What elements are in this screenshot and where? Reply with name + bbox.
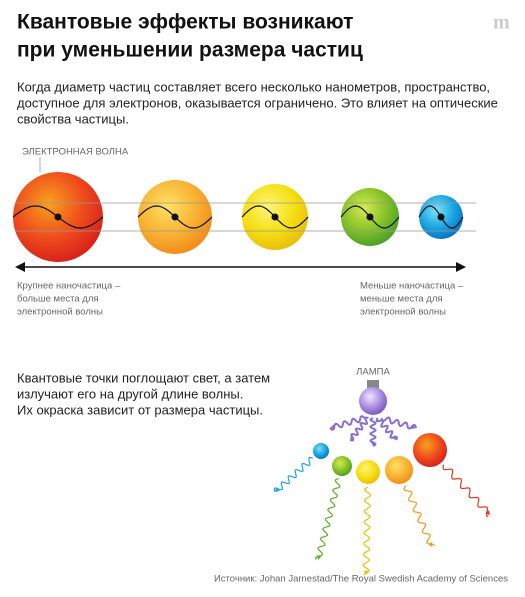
arrow-head bbox=[370, 441, 376, 446]
title-line: при уменьшении размера частиц bbox=[17, 39, 363, 62]
light-wave bbox=[349, 416, 369, 442]
lamp-bulb bbox=[359, 387, 387, 415]
quantum-dot bbox=[413, 433, 447, 467]
bottom-text: Их окраска зависит от размера частицы. bbox=[17, 402, 263, 417]
center-dot bbox=[54, 213, 62, 221]
lamp-base bbox=[367, 380, 379, 388]
emitted-wave bbox=[403, 485, 436, 547]
emitted-wave bbox=[314, 478, 341, 560]
right-label: Меньше наночастица – bbox=[360, 281, 464, 292]
quantum-dot bbox=[385, 456, 413, 484]
arrow-head bbox=[428, 542, 433, 547]
right-label: электронной волны bbox=[360, 307, 446, 318]
light-wave bbox=[369, 417, 377, 447]
quantum-dot bbox=[313, 443, 329, 459]
title-line: Квантовые эффекты возникают bbox=[17, 11, 353, 34]
bottom-text: Квантовые точки поглощают свет, а затем bbox=[17, 370, 270, 385]
quantum-dot bbox=[332, 456, 352, 476]
center-dot bbox=[366, 213, 374, 221]
arrow-head bbox=[485, 510, 490, 515]
arrow-head bbox=[350, 435, 355, 440]
emitted-wave bbox=[273, 456, 314, 493]
arrow-head bbox=[391, 435, 396, 440]
left-label: Крупнее наночастица – bbox=[17, 281, 121, 292]
emitted-wave bbox=[362, 486, 372, 576]
particles bbox=[12, 172, 464, 262]
arrow-head bbox=[330, 424, 335, 430]
arrow-head bbox=[316, 555, 322, 560]
wave-label: ЭЛЕКТРОННАЯ ВОЛНА bbox=[22, 147, 129, 158]
logo: m bbox=[493, 12, 510, 34]
emitted-wave bbox=[442, 464, 489, 518]
center-dot bbox=[271, 213, 279, 221]
center-dot bbox=[171, 213, 179, 221]
light-wave bbox=[380, 416, 417, 430]
light-wave bbox=[329, 415, 366, 431]
quantum-dot bbox=[356, 460, 380, 484]
description-line: доступное для электронов, оказывается ог… bbox=[17, 95, 498, 110]
lamp-label: ЛАМПА bbox=[356, 367, 390, 378]
left-label: электронной волны bbox=[17, 307, 103, 318]
description-line: Когда диаметр частиц составляет всего не… bbox=[17, 79, 490, 94]
description-line: свойства частицы. bbox=[17, 111, 129, 126]
right-label: меньше места для bbox=[360, 294, 443, 305]
bottom-text: излучают его на другой длине волны. bbox=[17, 386, 243, 401]
arrow-head bbox=[411, 424, 416, 430]
center-dot bbox=[437, 213, 445, 221]
arrow-head bbox=[275, 487, 280, 492]
source: Источник: Johan Jarnestad/The Royal Swed… bbox=[214, 574, 508, 585]
arrow-head bbox=[363, 570, 369, 575]
quantum-dots bbox=[273, 415, 490, 576]
left-label: больше места для bbox=[17, 294, 99, 305]
